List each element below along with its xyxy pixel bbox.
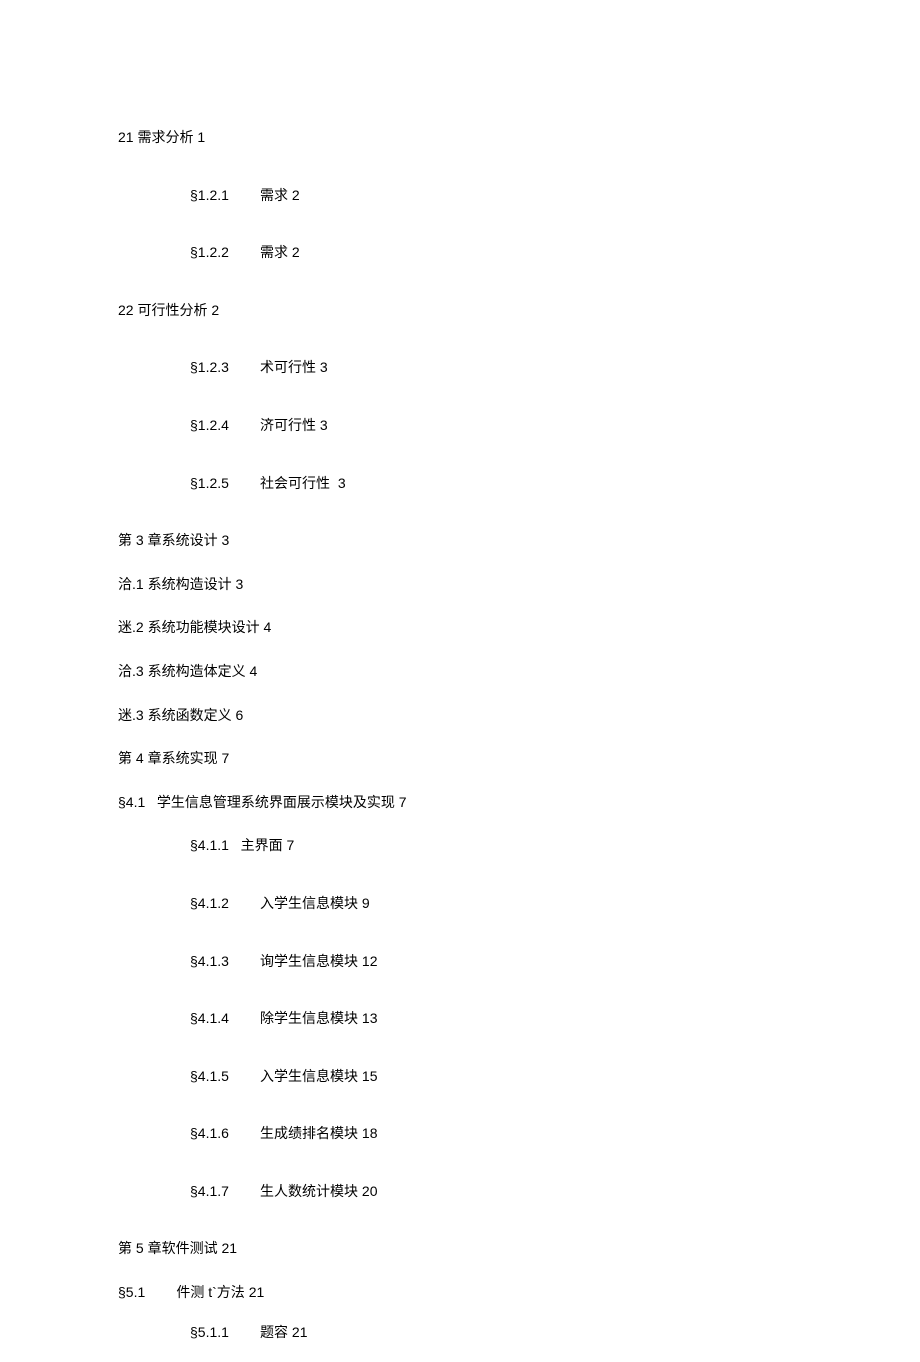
toc-entry: §1.2.3 术可行性 3	[190, 358, 818, 378]
toc-entry: §4.1.2 入学生信息模块 9	[190, 894, 818, 914]
toc-entry: 迷.2 系统功能模块设计 4	[118, 618, 818, 638]
toc-entry: 21 需求分析 1	[118, 128, 818, 148]
toc-entry: 第 3 章系统设计 3	[118, 531, 818, 551]
toc-entry: §4.1.3 询学生信息模块 12	[190, 952, 818, 972]
toc-entry: §1.2.4 济可行性 3	[190, 416, 818, 436]
toc-entry: §4.1 学生信息管理系统界面展示模块及实现 7	[118, 793, 818, 813]
toc-container: 21 需求分析 1 §1.2.1 需求 2 §1.2.2 需求 2 22 可行性…	[118, 128, 818, 1362]
toc-entry: §4.1.6 生成绩排名模块 18	[190, 1124, 818, 1144]
toc-entry: 洽.1 系统构造设计 3	[118, 575, 818, 595]
toc-entry: §1.2.1 需求 2	[190, 186, 818, 206]
toc-entry: §5.1.1 题容 21	[190, 1323, 818, 1343]
toc-entry: §1.2.2 需求 2	[190, 243, 818, 263]
toc-entry: 洽.3 系统构造体定义 4	[118, 662, 818, 682]
toc-entry: 22 可行性分析 2	[118, 301, 818, 321]
toc-entry: §1.2.5 社会可行性 3	[190, 474, 818, 494]
toc-entry: 第 5 章软件测试 21	[118, 1239, 818, 1259]
toc-entry: §5.1 件测 t`方法 21	[118, 1283, 818, 1303]
toc-entry: §4.1.5 入学生信息模块 15	[190, 1067, 818, 1087]
toc-entry: §4.1.1 主界面 7	[190, 836, 818, 856]
toc-entry: §4.1.4 除学生信息模块 13	[190, 1009, 818, 1029]
toc-entry: 迷.3 系统函数定义 6	[118, 706, 818, 726]
toc-entry: 第 4 章系统实现 7	[118, 749, 818, 769]
toc-entry: §4.1.7 生人数统计模块 20	[190, 1182, 818, 1202]
